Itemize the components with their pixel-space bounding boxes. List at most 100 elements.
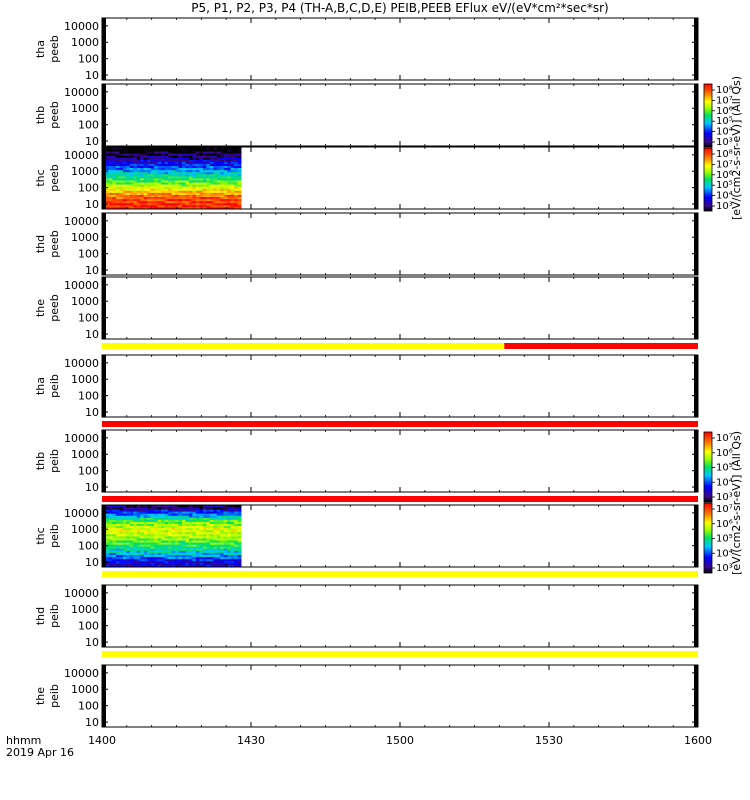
heatmap-cell (181, 175, 186, 179)
heatmap-cell (122, 523, 127, 527)
heatmap-cell (209, 190, 214, 193)
heatmap-cell (129, 161, 134, 164)
heatmap-cell (168, 202, 172, 206)
heatmap-cell (175, 525, 179, 529)
heatmap-cell (195, 513, 200, 516)
heatmap-cell (161, 163, 165, 166)
heatmap-cell (129, 188, 134, 191)
heatmap-cell (199, 204, 204, 208)
heatmap-cell (150, 196, 155, 200)
heatmap-cell (108, 505, 113, 508)
heatmap-cell (188, 200, 193, 204)
heatmap-cell (115, 558, 120, 562)
heatmap-cell (115, 505, 120, 508)
heatmap-cell (206, 155, 211, 158)
heatmap-cell (164, 155, 169, 158)
heatmap-cell (185, 192, 190, 195)
heatmap-cell (161, 560, 165, 564)
heatmap-cell (154, 204, 159, 208)
heatmap-cell (126, 554, 131, 558)
heatmap-cell (150, 517, 155, 520)
heatmap-cell (112, 544, 117, 547)
heatmap-cell (185, 184, 190, 187)
heatmap-cell (175, 517, 179, 520)
heatmap-cell (220, 519, 225, 522)
heatmap-cell (164, 548, 169, 551)
heatmap-cell (108, 536, 113, 539)
heatmap-cell (227, 519, 232, 522)
heatmap-cell (157, 161, 162, 164)
heatmap-cell (150, 190, 155, 193)
heatmap-cell (168, 515, 172, 518)
heatmap-cell (126, 171, 131, 175)
heatmap-cell (105, 175, 110, 179)
heatmap-cell (216, 515, 221, 518)
heatmap-cell (115, 198, 120, 202)
heatmap-cell (119, 155, 124, 158)
heatmap-cell (175, 159, 179, 162)
y-tick-label: 10 (85, 636, 99, 649)
heatmap-cell (168, 175, 172, 179)
left-edge (102, 355, 106, 417)
heatmap-cell (143, 147, 148, 150)
heatmap-cell (133, 538, 138, 541)
heatmap-cell (213, 202, 218, 206)
heatmap-cell (188, 554, 193, 558)
heatmap-cell (157, 536, 162, 539)
heatmap-cell (202, 202, 207, 206)
heatmap-cell (202, 542, 207, 545)
heatmap-cell (181, 525, 186, 529)
heatmap-cell (220, 180, 225, 183)
heatmap-cell (164, 151, 169, 154)
heatmap-cell (129, 155, 134, 158)
heatmap-cell (234, 182, 238, 185)
heatmap-cell (129, 153, 134, 156)
heatmap-cell (192, 182, 197, 185)
y-tick-label: 10000 (64, 432, 99, 445)
heatmap-cell (202, 173, 207, 177)
heatmap-cell (129, 513, 134, 516)
heatmap-cell (171, 190, 176, 193)
heatmap-cell (192, 544, 197, 547)
heatmap-cell (209, 206, 214, 210)
heatmap-cell (178, 548, 183, 551)
heatmap-cell (175, 562, 179, 566)
heatmap-cell (108, 184, 113, 187)
heatmap-cell (230, 564, 235, 568)
heatmap-cell (223, 533, 228, 537)
heatmap-cell (237, 186, 242, 189)
heatmap-cell (108, 178, 113, 181)
heatmap-cell (140, 558, 145, 562)
heatmap-cell (147, 169, 152, 173)
heatmap-cell (213, 147, 218, 150)
heatmap-cell (119, 182, 124, 185)
heatmap-cell (227, 190, 232, 193)
heatmap-cell (168, 560, 172, 564)
heatmap-cell (140, 511, 145, 514)
panel-probe-label: tha (34, 40, 47, 58)
heatmap-cell (227, 511, 232, 514)
heatmap-cell (171, 147, 176, 150)
heatmap-cell (199, 554, 204, 558)
heatmap-cell (188, 556, 193, 560)
panel-product-label: peib (48, 604, 61, 628)
heatmap-cell (206, 206, 211, 210)
heatmap-cell (154, 554, 159, 558)
heatmap-cell (199, 542, 204, 545)
heatmap-cell (150, 171, 155, 175)
heatmap-cell (178, 169, 183, 173)
heatmap-cell (175, 161, 179, 164)
heatmap-cell (185, 190, 190, 193)
heatmap-cell (133, 182, 138, 185)
heatmap-cell (154, 165, 159, 169)
heatmap-cell (126, 202, 131, 206)
heatmap-cell (143, 192, 148, 195)
heatmap-cell (105, 542, 110, 545)
heatmap-cell (133, 523, 138, 527)
heatmap-cell (234, 196, 238, 200)
heatmap-cell (157, 202, 162, 206)
heatmap-cell (140, 196, 145, 200)
heatmap-cell (164, 517, 169, 520)
heatmap-cell (195, 163, 200, 166)
